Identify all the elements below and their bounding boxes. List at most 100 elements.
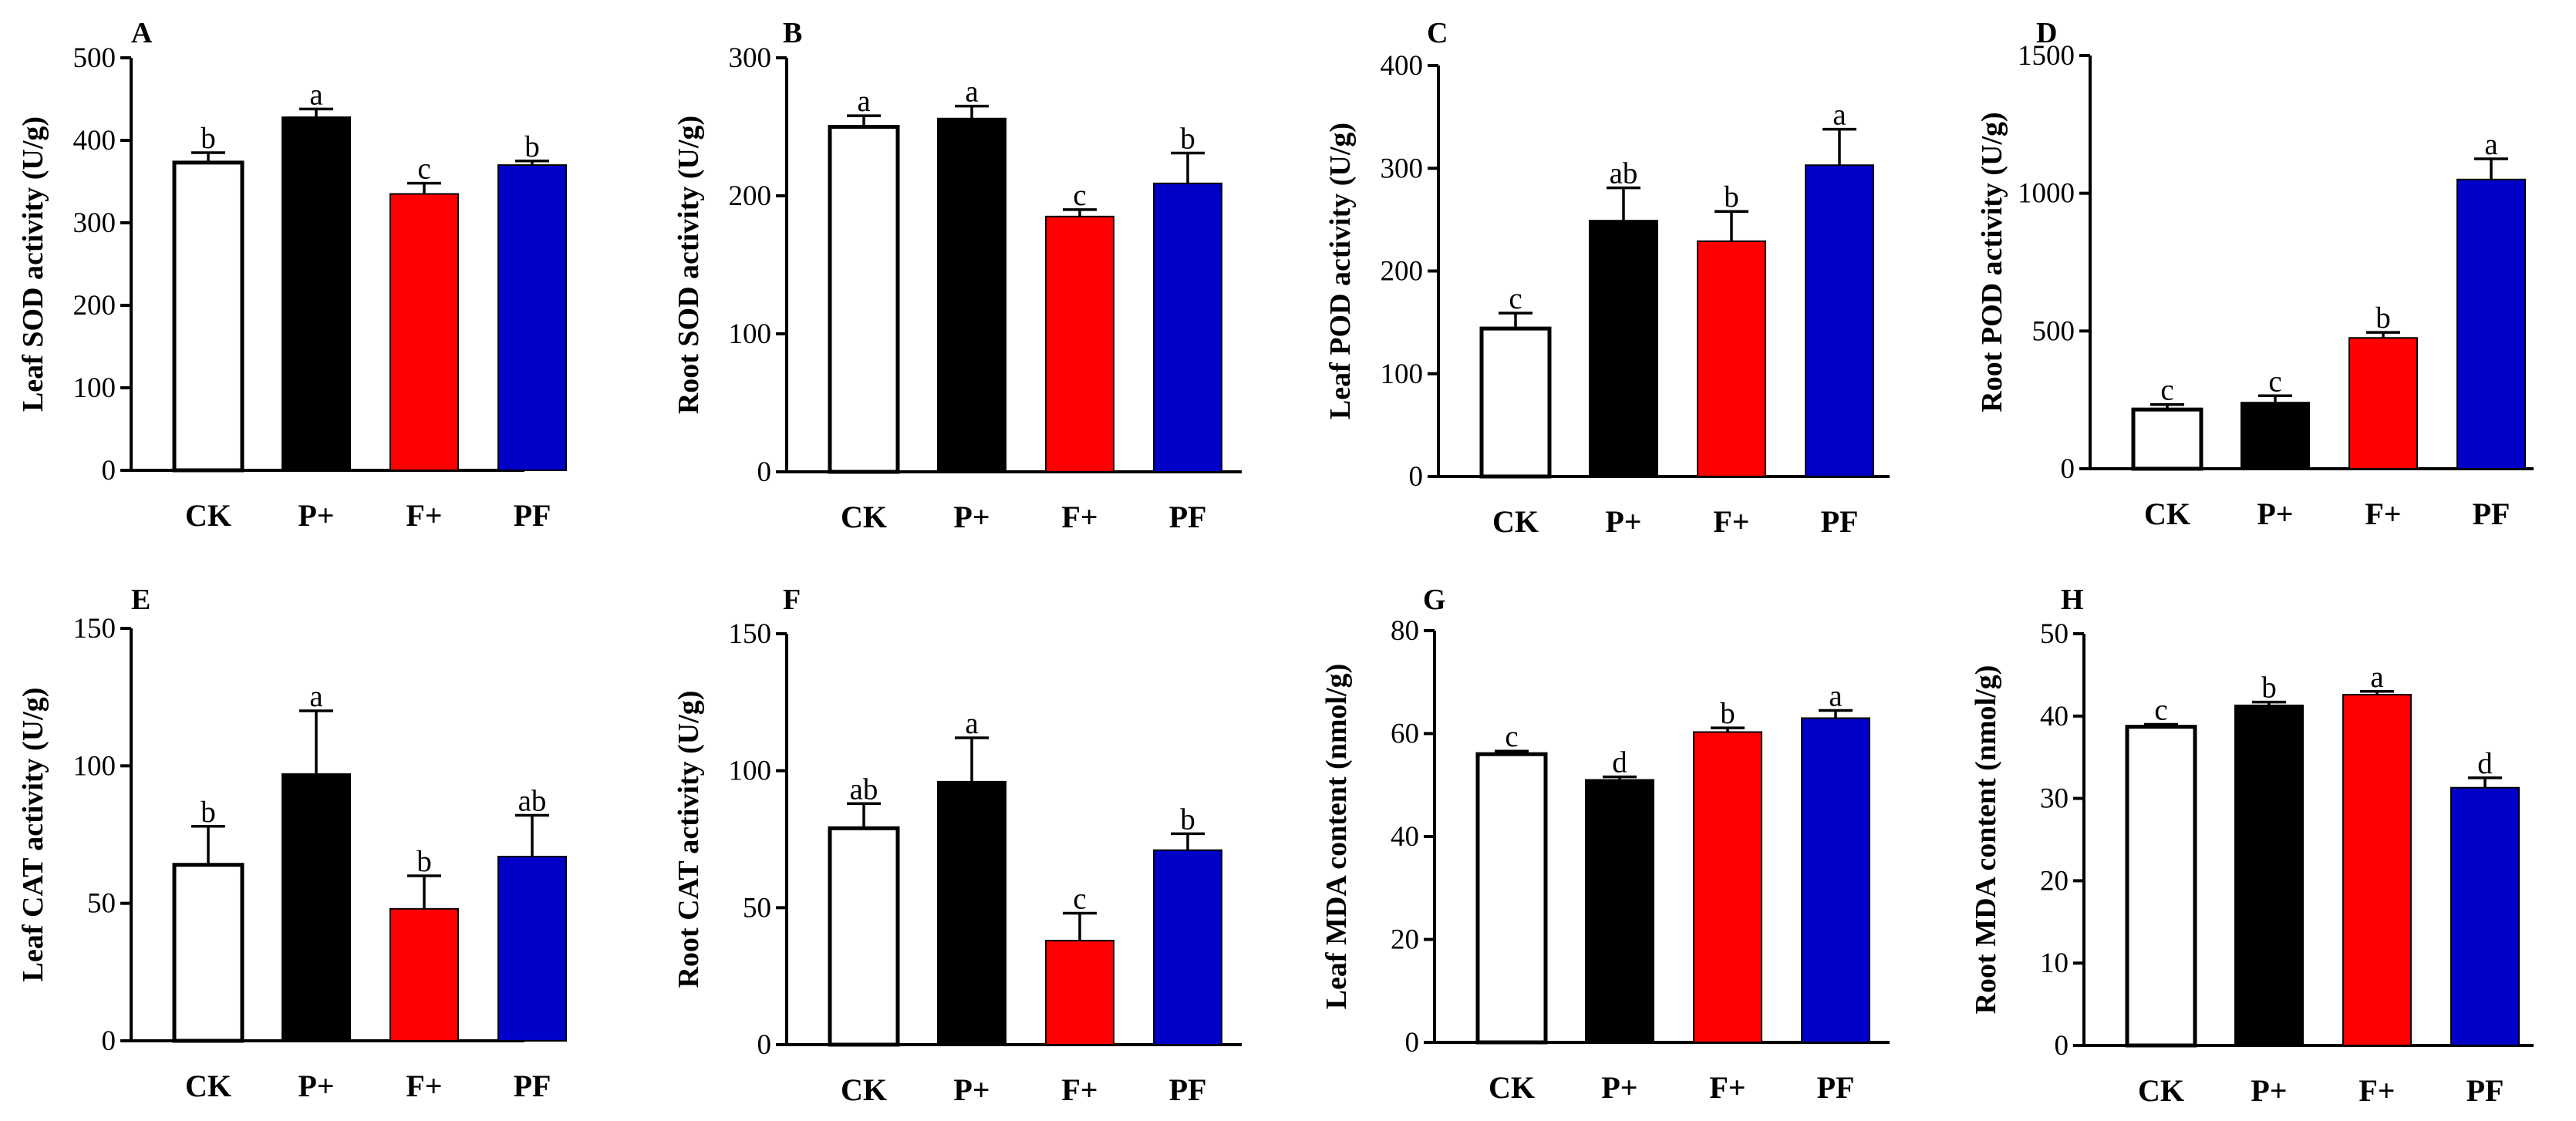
- y-axis-title: Root SOD activity (U/g): [673, 116, 705, 414]
- y-tick-label: 100: [1381, 359, 1424, 390]
- significance-letter: d: [1612, 746, 1627, 779]
- y-axis-title: Root POD activity (U/g): [1976, 112, 2008, 412]
- y-tick-label: 0: [2055, 1030, 2069, 1062]
- x-tick-label: PF: [1821, 504, 1859, 539]
- panel-letter: C: [1427, 17, 1448, 49]
- bar-ck: [828, 826, 900, 1047]
- significance-letter: a: [309, 680, 322, 713]
- y-tick-label: 400: [73, 125, 116, 157]
- x-tick-label: PF: [2466, 1073, 2504, 1108]
- y-tick-label: 0: [757, 1029, 772, 1061]
- y-tick-label: 100: [73, 372, 116, 404]
- y-axis-title: Leaf SOD activity (U/g): [17, 116, 49, 412]
- bar-p-plus: [282, 773, 351, 1042]
- y-tick-label: 500: [73, 42, 116, 74]
- bar-p-plus: [2241, 402, 2310, 470]
- y-tick-label: 1000: [2018, 178, 2075, 210]
- significance-letter: c: [2160, 374, 2173, 407]
- y-tick-label: 200: [729, 180, 772, 212]
- y-tick-label: 80: [1391, 615, 1419, 647]
- x-tick-label: F+: [1061, 1072, 1097, 1107]
- x-tick-label: CK: [185, 1069, 231, 1103]
- significance-letter: a: [857, 85, 870, 118]
- bar-ck: [1479, 326, 1552, 479]
- bar-p-plus: [282, 116, 351, 471]
- y-tick-label: 0: [102, 455, 116, 486]
- y-tick-label: 20: [2040, 865, 2069, 897]
- bar-f-plus: [1693, 731, 1762, 1043]
- x-tick-label: CK: [2144, 497, 2190, 531]
- bar-f-plus: [389, 193, 459, 472]
- bar-p-plus: [2234, 704, 2304, 1047]
- y-tick-label: 20: [1391, 924, 1419, 956]
- significance-letter: a: [965, 707, 978, 740]
- x-tick-label: CK: [1492, 504, 1539, 539]
- x-tick-label: PF: [514, 1069, 551, 1103]
- significance-letter: b: [1724, 180, 1739, 214]
- x-tick-label: P+: [953, 1072, 990, 1107]
- bar-pf: [2450, 786, 2520, 1046]
- bar-f-plus: [1697, 240, 1766, 477]
- panel-letter: E: [131, 584, 150, 616]
- significance-letter: a: [965, 76, 978, 109]
- significance-letter: ab: [1610, 157, 1638, 190]
- x-tick-label: F+: [1061, 500, 1097, 534]
- significance-letter: b: [524, 130, 540, 163]
- x-tick-label: P+: [1601, 1070, 1637, 1105]
- x-tick-label: F+: [406, 498, 442, 533]
- y-tick-label: 50: [743, 892, 771, 924]
- y-tick-label: 200: [73, 290, 116, 321]
- significance-letter: a: [309, 78, 322, 111]
- y-tick-label: 300: [1381, 153, 1424, 184]
- significance-letter: b: [1180, 123, 1195, 156]
- y-tick-label: 40: [1391, 821, 1419, 853]
- bar-pf: [497, 164, 567, 471]
- y-tick-label: 60: [1391, 719, 1419, 750]
- bar-ck: [172, 160, 244, 473]
- y-tick-label: 100: [729, 756, 772, 787]
- bar-f-plus: [1045, 939, 1114, 1046]
- x-tick-label: P+: [298, 1069, 334, 1103]
- y-tick-label: 0: [757, 456, 772, 488]
- x-tick-label: F+: [1713, 504, 1749, 539]
- bar-p-plus: [937, 117, 1006, 473]
- bar-ck: [828, 125, 900, 474]
- panel-letter: F: [783, 584, 801, 616]
- y-tick-label: 300: [729, 42, 772, 74]
- x-tick-label: PF: [1817, 1070, 1855, 1105]
- significance-letter: c: [1505, 720, 1518, 753]
- y-tick-label: 150: [729, 618, 772, 650]
- bar-pf: [1153, 849, 1222, 1046]
- significance-letter: ab: [850, 773, 878, 806]
- significance-letter: c: [417, 153, 430, 186]
- significance-letter: ab: [518, 785, 547, 818]
- x-tick-label: PF: [1169, 1072, 1207, 1107]
- bar-ck: [172, 863, 244, 1043]
- significance-letter: a: [1833, 99, 1846, 132]
- bar-p-plus: [1585, 779, 1654, 1043]
- significance-letter: b: [1180, 803, 1195, 836]
- bar-p-plus: [937, 780, 1006, 1045]
- y-tick-label: 50: [87, 888, 116, 920]
- chart-panel-c: C 0 100 200 300 400 Leaf POD activity (U/g) c CK…: [1324, 17, 1890, 539]
- x-tick-label: F+: [1709, 1070, 1745, 1105]
- y-axis-title: Leaf MDA content (nmol/g): [1320, 664, 1353, 1010]
- y-tick-label: 200: [1381, 256, 1424, 288]
- y-axis-title: Root CAT activity (U/g): [673, 691, 705, 988]
- significance-letter: b: [1720, 697, 1735, 730]
- bar-pf: [1801, 717, 1870, 1043]
- significance-letter: c: [2268, 365, 2281, 398]
- panel-letter: H: [2061, 584, 2084, 616]
- chart-panel-g: G 0 20 40 60 80 Leaf MDA content (nmol/g) c CK d P…: [1320, 584, 1890, 1105]
- y-tick-label: 0: [1409, 461, 1424, 493]
- y-tick-label: 1500: [2018, 40, 2075, 72]
- significance-letter: c: [1073, 882, 1086, 915]
- significance-letter: d: [2477, 747, 2493, 780]
- panel-letter: D: [2036, 17, 2057, 49]
- y-axis-title: Leaf CAT activity (U/g): [17, 688, 49, 982]
- significance-letter: c: [1073, 179, 1086, 212]
- significance-letter: a: [1829, 679, 1842, 712]
- y-tick-label: 40: [2040, 701, 2069, 732]
- y-tick-label: 400: [1381, 50, 1424, 82]
